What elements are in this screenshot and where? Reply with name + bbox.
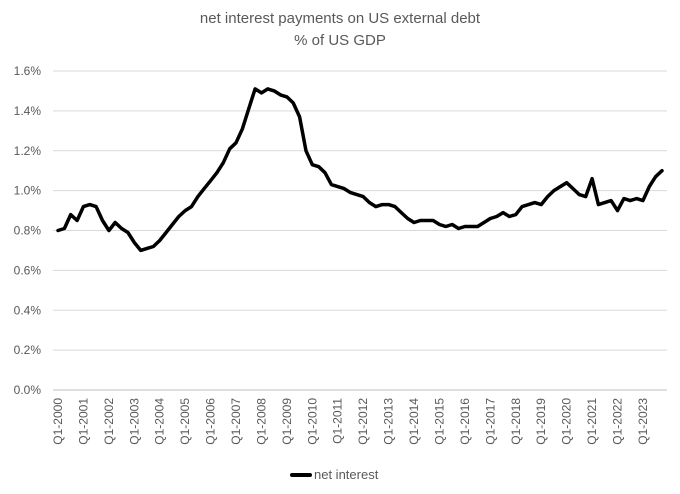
legend-label: net interest xyxy=(314,467,379,482)
x-tick-label: Q1-2019 xyxy=(534,398,548,445)
legend: net interest xyxy=(290,467,378,482)
x-tick-label: Q1-2017 xyxy=(483,398,497,445)
x-tick-label: Q1-2000 xyxy=(51,398,65,445)
x-tick-label: Q1-2007 xyxy=(229,398,243,445)
x-tick-label: Q1-2014 xyxy=(407,398,421,445)
x-tick-label: Q1-2013 xyxy=(382,398,396,445)
x-tick-label: Q1-2005 xyxy=(178,398,192,445)
y-axis-ticks: 0.0% 0.2% 0.4% 0.6% 0.8% 1.0% 1.2% 1.4% 1.6% xyxy=(14,64,42,397)
x-tick-label: Q1-2021 xyxy=(585,398,599,445)
x-axis-ticks: Q1-2000 Q1-2001 Q1-2002 Q1-2003 Q1-2004 Q1-20… xyxy=(51,398,650,445)
x-tick-label: Q1-2012 xyxy=(356,398,370,445)
x-tick-label: Q1-2003 xyxy=(127,398,141,445)
series-lines xyxy=(56,87,664,253)
x-tick-label: Q1-2001 xyxy=(76,398,90,445)
series-line-net-interest xyxy=(56,87,664,253)
x-tick-label: Q1-2006 xyxy=(204,398,218,445)
y-tick-label: 1.4% xyxy=(14,104,42,118)
y-tick-label: 0.2% xyxy=(14,343,42,357)
x-tick-label: Q1-2015 xyxy=(432,398,446,445)
x-tick-label: Q1-2010 xyxy=(305,398,319,445)
x-tick-label: Q1-2011 xyxy=(331,398,345,444)
y-tick-label: 1.0% xyxy=(14,184,42,198)
chart-subtitle: % of US GDP xyxy=(294,32,386,49)
y-tick-label: 0.0% xyxy=(14,383,42,397)
x-tick-label: Q1-2008 xyxy=(254,398,268,445)
y-tick-label: 0.8% xyxy=(14,224,42,238)
y-tick-label: 1.6% xyxy=(14,64,42,78)
y-tick-label: 1.2% xyxy=(14,144,42,158)
x-tick-label: Q1-2009 xyxy=(280,398,294,445)
x-tick-label: Q1-2016 xyxy=(458,398,472,445)
x-tick-label: Q1-2004 xyxy=(153,398,167,445)
gridlines xyxy=(53,70,667,351)
x-tick-label: Q1-2023 xyxy=(636,398,650,445)
legend-swatch xyxy=(290,472,312,477)
y-tick-label: 0.4% xyxy=(14,303,42,317)
x-tick-label: Q1-2002 xyxy=(102,398,116,445)
x-tick-label: Q1-2022 xyxy=(610,398,624,445)
x-tick-label: Q1-2020 xyxy=(560,398,574,445)
chart-title: net interest payments on US external deb… xyxy=(199,10,481,27)
x-tick-label: Q1-2018 xyxy=(509,398,523,445)
y-tick-label: 0.6% xyxy=(14,263,42,277)
